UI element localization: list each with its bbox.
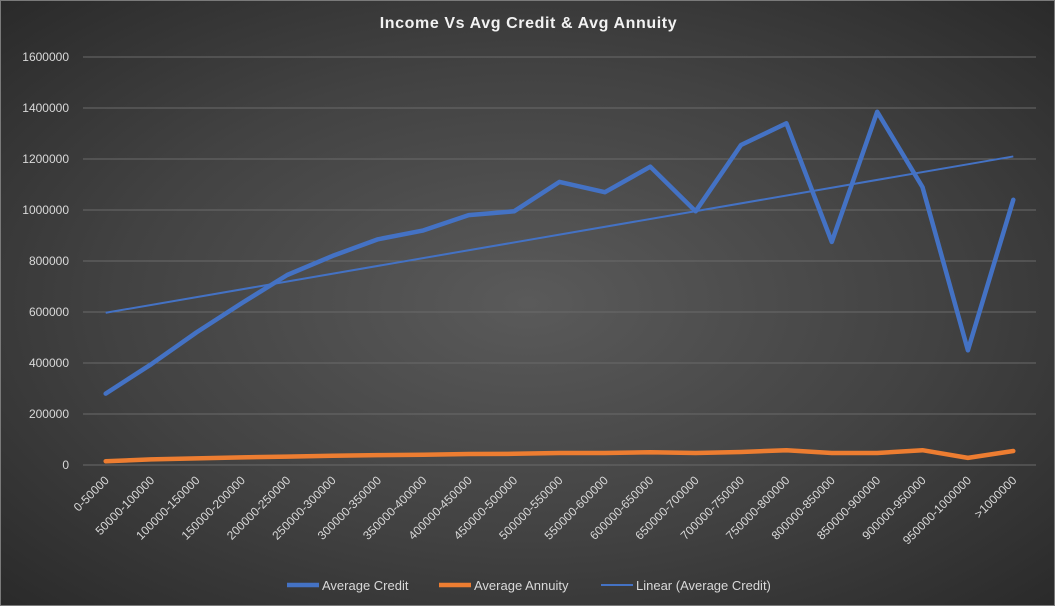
y-tick-label: 200000 (29, 407, 69, 421)
y-axis-ticks: 0 200000 400000 600000 800000 1000000 1200000 1… (22, 50, 69, 472)
legend: Average Credit Average Annuity Linear (Ave… (287, 578, 771, 593)
gridlines (83, 56, 1036, 466)
x-axis-ticks: 0-5000050000-100000100000-150000150000-2… (71, 473, 1020, 547)
chart-title: Income Vs Avg Credit & Avg Annuity (379, 15, 678, 32)
y-tick-label: 1000000 (22, 203, 69, 217)
trendline-average-credit (105, 155, 1014, 314)
y-tick-label: 400000 (29, 356, 69, 370)
series-line-average-annuity (103, 447, 1016, 464)
y-tick-label: 600000 (29, 305, 69, 319)
series-lines (103, 109, 1016, 464)
y-tick-label: 0 (62, 458, 69, 472)
series-line-average-credit (103, 109, 1016, 396)
legend-label: Average Credit (322, 578, 409, 593)
y-tick-label: 1200000 (22, 152, 69, 166)
y-tick-label: 1600000 (22, 50, 69, 64)
x-tick-label: 0-50000 (71, 473, 112, 514)
y-tick-label: 800000 (29, 254, 69, 268)
legend-label: Linear (Average Credit) (636, 578, 771, 593)
y-tick-label: 1400000 (22, 101, 69, 115)
legend-label: Average Annuity (474, 578, 569, 593)
x-tick-label: >1000000 (972, 473, 1020, 521)
